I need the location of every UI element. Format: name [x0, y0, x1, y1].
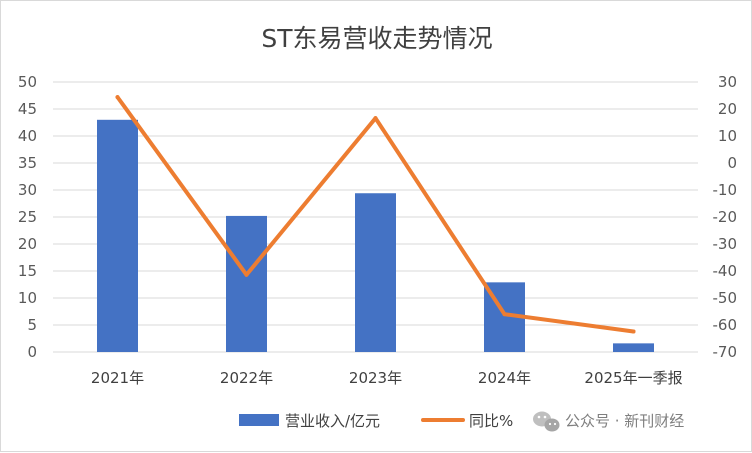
watermark: 公众号 · 新刊财经	[533, 411, 684, 432]
right-tick-label: -70	[713, 343, 738, 361]
category-labels: 2021年 2022年 2023年 2024年 2025年一季报	[91, 369, 683, 387]
bar	[226, 215, 267, 352]
line-point	[373, 116, 378, 121]
right-tick-label: -50	[713, 289, 738, 307]
right-tick-label: -20	[713, 208, 738, 226]
legend: 营业收入/亿元 同比%	[239, 412, 513, 430]
bar	[355, 193, 396, 352]
bar-series	[97, 119, 654, 352]
category-label: 2025年一季报	[584, 369, 682, 387]
right-tick-label: 0	[727, 154, 737, 172]
left-tick-label: 20	[18, 235, 37, 253]
right-tick-label: -10	[713, 181, 738, 199]
line-point	[502, 312, 507, 317]
chart-title: ST东易营收走势情况	[261, 24, 492, 53]
wechat-icon	[533, 411, 560, 432]
category-label: 2024年	[478, 369, 531, 387]
right-axis-ticks: -70 -60 -50 -40 -30 -20 -10 0 10 20 30	[713, 73, 738, 361]
left-tick-label: 0	[27, 343, 37, 361]
category-label: 2022年	[220, 369, 273, 387]
left-tick-label: 10	[18, 289, 37, 307]
left-tick-label: 50	[18, 73, 37, 91]
line-point	[115, 95, 120, 100]
watermark-text: 公众号 · 新刊财经	[565, 412, 684, 430]
bar	[97, 119, 138, 352]
right-tick-label: 10	[718, 127, 737, 145]
right-tick-label: 30	[718, 73, 737, 91]
left-tick-label: 5	[27, 316, 37, 334]
line-point	[244, 272, 249, 277]
left-tick-label: 25	[18, 208, 37, 226]
left-tick-label: 35	[18, 154, 37, 172]
legend-line-label: 同比%	[469, 412, 513, 430]
left-tick-label: 30	[18, 181, 37, 199]
category-label: 2021年	[91, 369, 144, 387]
right-tick-label: -40	[713, 262, 738, 280]
right-tick-label: -30	[713, 235, 738, 253]
legend-bar-swatch	[239, 414, 279, 426]
legend-bar-label: 营业收入/亿元	[285, 412, 380, 430]
right-tick-label: 20	[718, 100, 737, 118]
category-label: 2023年	[349, 369, 402, 387]
line-series	[115, 95, 636, 334]
left-axis-ticks: 0 5 10 15 20 25 30 35 40 45 50	[18, 73, 37, 361]
left-tick-label: 40	[18, 127, 37, 145]
left-tick-label: 15	[18, 262, 37, 280]
line-point	[631, 329, 636, 334]
left-tick-label: 45	[18, 100, 37, 118]
right-tick-label: -60	[713, 316, 738, 334]
bar	[613, 343, 654, 352]
